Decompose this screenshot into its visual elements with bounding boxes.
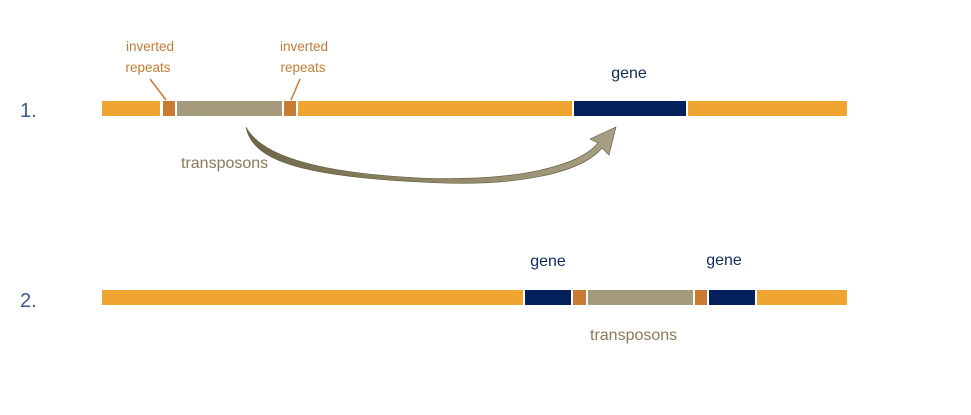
inverted-repeats-label-left-line1: inverted xyxy=(126,39,174,54)
inverted-repeats-label-right-line1: inverted xyxy=(280,39,328,54)
gene-label-step2-left: gene xyxy=(530,253,566,270)
inverted-repeats-pointer-right xyxy=(290,78,301,101)
inverted-repeat xyxy=(163,101,175,116)
inverted-repeat xyxy=(573,290,586,305)
dna-segment xyxy=(102,290,523,305)
transposon-segment xyxy=(588,290,693,305)
inverted-repeats-label-right-line2: repeats xyxy=(280,60,325,75)
gene-segment xyxy=(525,290,571,305)
gene-segment xyxy=(574,101,686,116)
transposons-label-step1: transposons xyxy=(181,155,268,172)
step-number-2: 2. xyxy=(20,290,37,312)
chromosome-strand-2 xyxy=(102,290,847,305)
inverted-repeat xyxy=(284,101,296,116)
transposition-arrow xyxy=(245,126,617,184)
dna-segment xyxy=(298,101,572,116)
inverted-repeats-pointer-left xyxy=(149,78,167,101)
gene-segment xyxy=(709,290,755,305)
step-number-1: 1. xyxy=(20,100,37,122)
chromosome-strand-1 xyxy=(102,101,847,116)
transposon-segment xyxy=(177,101,282,116)
transposons-label-step2: transposons xyxy=(590,327,677,344)
gene-label-step1: gene xyxy=(611,65,647,82)
inverted-repeat xyxy=(695,290,707,305)
inverted-repeats-label-left-line2: repeats xyxy=(125,60,170,75)
dna-segment xyxy=(757,290,847,305)
dna-segment xyxy=(102,101,160,116)
dna-segment xyxy=(688,101,847,116)
gene-label-step2-right: gene xyxy=(706,252,742,269)
